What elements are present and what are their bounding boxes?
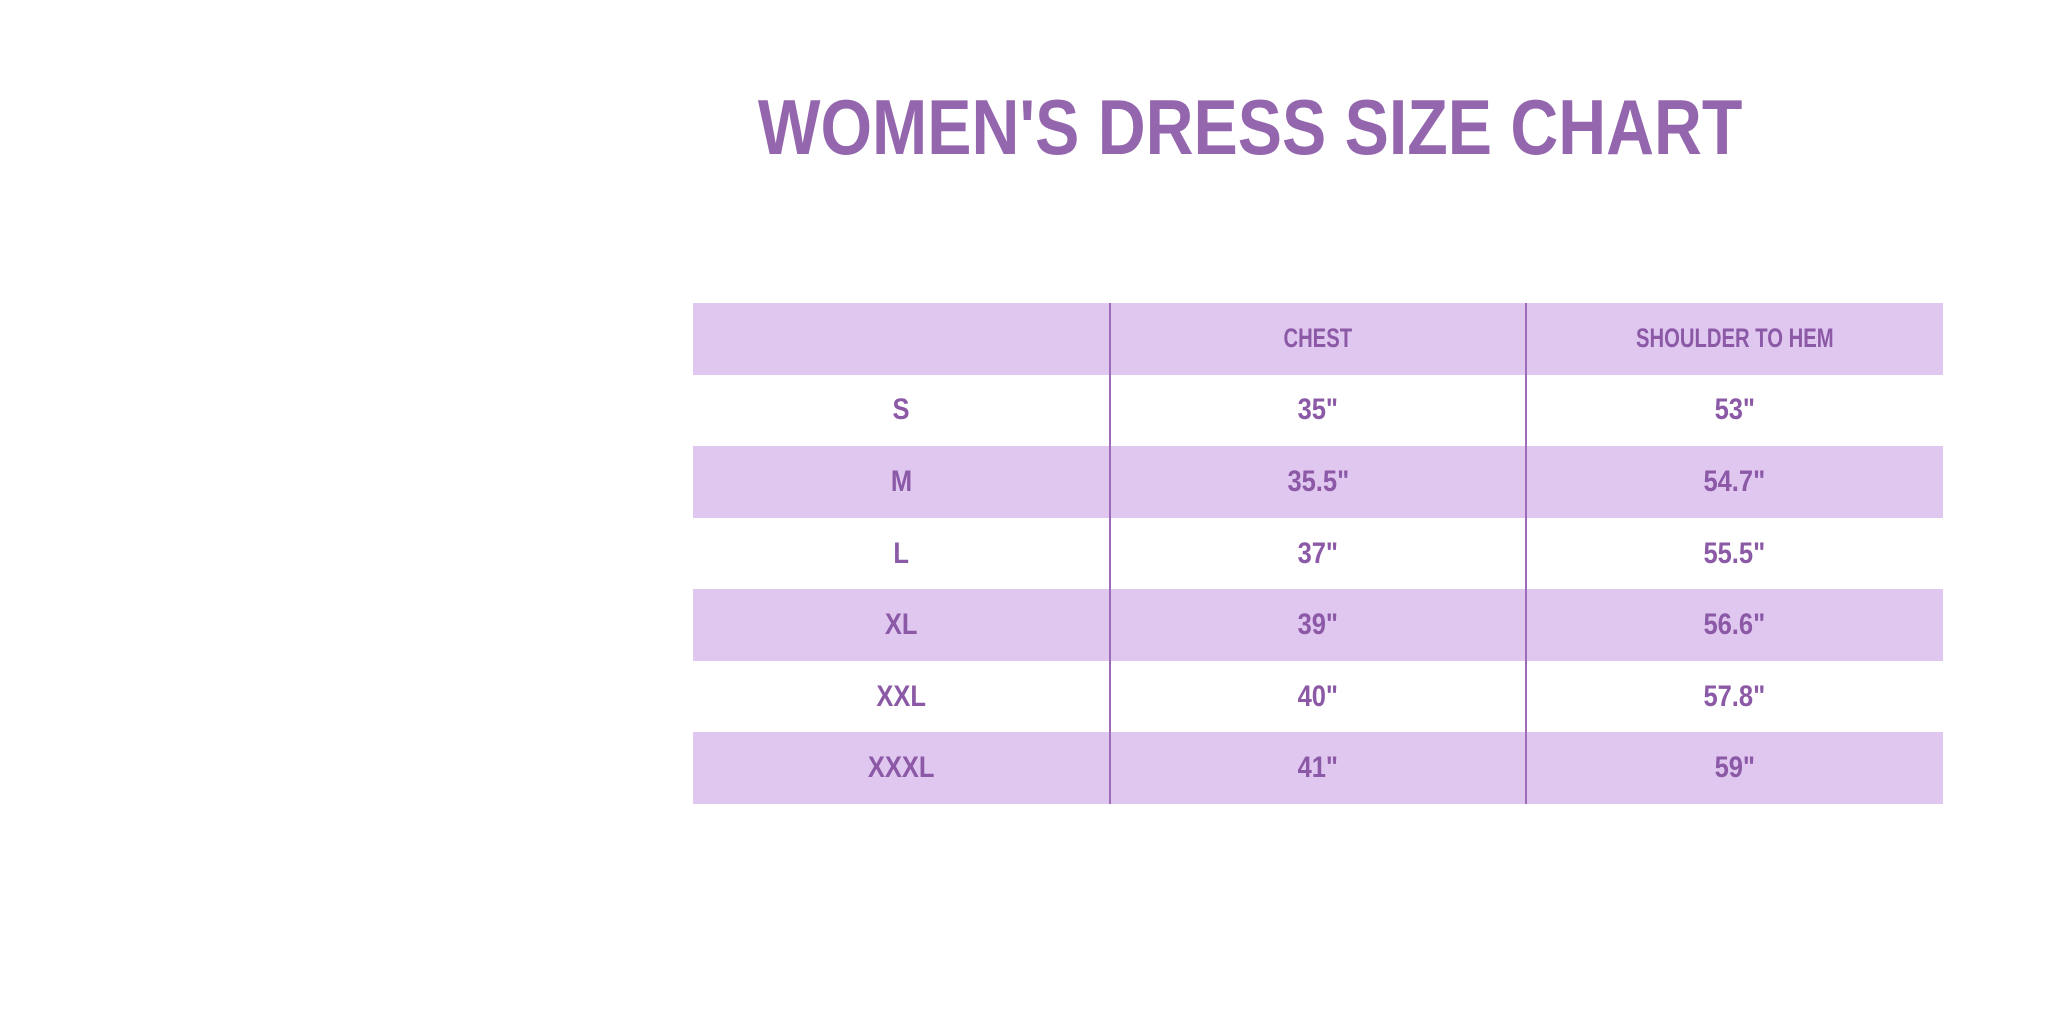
chest-value: 41"	[1297, 751, 1339, 785]
chest-value: 39"	[1297, 608, 1339, 642]
shoulder-to-hem-value: 54.7"	[1703, 464, 1766, 498]
table-row-xl: XL 39" 56.6"	[693, 589, 1943, 661]
page-title-text: WOMEN'S DRESS SIZE CHART	[757, 83, 1743, 171]
table-row-m: M 35.5" 54.7"	[693, 446, 1943, 518]
size-cell: XXL	[693, 661, 1110, 733]
size-cell: M	[693, 446, 1110, 518]
size-label: XXL	[876, 679, 927, 713]
table-row-s: S 35" 53"	[693, 374, 1943, 447]
table-header-row: CHEST SHOULDER TO HEM	[693, 303, 1943, 375]
shoulder-to-hem-cell: 56.6"	[1526, 589, 1943, 661]
shoulder-to-hem-value: 56.6"	[1703, 608, 1766, 642]
chest-cell: 40"	[1110, 661, 1527, 733]
shoulder-to-hem-cell: 55.5"	[1526, 518, 1943, 590]
shoulder-to-hem-cell: 54.7"	[1526, 446, 1943, 518]
chest-cell: 37"	[1110, 518, 1527, 590]
shoulder-to-hem-cell: 59"	[1526, 732, 1943, 804]
size-chart-table: CHEST SHOULDER TO HEM S 35" 53" M 35.5" …	[693, 303, 1943, 805]
shoulder-to-hem-value: 57.8"	[1703, 679, 1766, 713]
shoulder-to-hem-cell: 53"	[1526, 375, 1943, 447]
chest-column-header: CHEST	[1110, 303, 1527, 375]
page-title: WOMEN'S DRESS SIZE CHART	[252, 88, 2048, 166]
chest-cell: 35"	[1110, 375, 1527, 447]
shoulder-to-hem-value: 59"	[1714, 751, 1755, 785]
chest-column-header-label: CHEST	[1283, 323, 1353, 354]
shoulder-to-hem-value: 55.5"	[1703, 536, 1766, 570]
shoulder-to-hem-column-header: SHOULDER TO HEM	[1526, 303, 1943, 375]
size-label: M	[890, 464, 912, 498]
size-cell: S	[693, 375, 1110, 447]
table-row-xxl: XXL 40" 57.8"	[693, 660, 1943, 733]
table-row-xxxl: XXXL 41" 59"	[693, 732, 1943, 805]
shoulder-to-hem-column-header-label: SHOULDER TO HEM	[1635, 323, 1834, 354]
size-label: L	[893, 536, 910, 570]
size-label: XL	[885, 608, 918, 642]
size-column-header	[693, 303, 1110, 375]
chest-value: 35"	[1297, 393, 1339, 427]
size-cell: XXXL	[693, 732, 1110, 804]
column-divider-1	[1109, 303, 1111, 804]
chest-value: 40"	[1297, 679, 1339, 713]
chest-value: 35.5"	[1287, 464, 1349, 498]
chest-value: 37"	[1297, 536, 1339, 570]
chest-cell: 35.5"	[1110, 446, 1527, 518]
table-row-l: L 37" 55.5"	[693, 517, 1943, 590]
column-divider-2	[1525, 303, 1527, 804]
chest-cell: 39"	[1110, 589, 1527, 661]
chest-cell: 41"	[1110, 732, 1527, 804]
shoulder-to-hem-value: 53"	[1714, 393, 1755, 427]
size-label: XXXL	[868, 751, 935, 785]
shoulder-to-hem-cell: 57.8"	[1526, 661, 1943, 733]
size-cell: XL	[693, 589, 1110, 661]
size-cell: L	[693, 518, 1110, 590]
size-label: S	[892, 393, 910, 427]
